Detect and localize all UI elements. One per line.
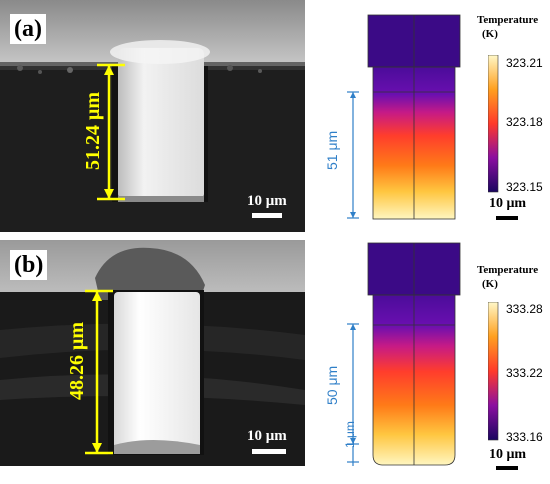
colorbar-a — [488, 55, 499, 193]
colorbar-b — [488, 302, 499, 441]
colorbar-min-b: 333.16 — [506, 430, 543, 444]
colorbar-unit-b: (K) — [482, 278, 498, 290]
simulation-b — [367, 242, 461, 466]
scale-label-a: 10 μm — [247, 193, 287, 209]
colorbar-max-a: 323.21 — [506, 56, 543, 70]
colorbar-max-b: 333.28 — [506, 302, 543, 316]
sem-image-b — [0, 240, 305, 466]
colorbar-min-a: 323.15 — [506, 180, 543, 194]
sem-drawing-a — [0, 0, 305, 232]
colorbar-mid-b: 333.22 — [506, 366, 543, 380]
depth-label-a: 51 μm — [324, 130, 340, 170]
colorbar-unit-a: (K) — [482, 28, 498, 40]
panel-a-label: (a) — [10, 14, 46, 44]
sem-drawing-b — [0, 240, 305, 466]
measurement-arrow-a — [97, 63, 125, 201]
measurement-label-b: 48.26 μm — [66, 322, 88, 400]
panel-b-label: (b) — [10, 250, 48, 280]
sem-image-a — [0, 0, 305, 232]
simulation-a — [367, 14, 461, 220]
scale-bar-a — [252, 213, 282, 218]
sim-scale-bar-a — [496, 216, 518, 220]
colorbar-title-a: Temperature — [477, 14, 539, 26]
scale-bar-b — [252, 449, 286, 454]
colorbar-title-b: Temperature — [477, 264, 539, 276]
colorbar-mid-a: 323.18 — [506, 115, 543, 129]
sim-scale-bar-b — [496, 466, 518, 470]
depth-small-label-b: 1 μm — [343, 421, 357, 448]
sim-scale-label-b: 10 μm — [489, 447, 527, 462]
depth-dimension-a — [347, 91, 359, 219]
measurement-label-a: 51.24 μm — [82, 92, 104, 170]
sim-scale-label-a: 10 μm — [489, 196, 527, 211]
depth-label-b: 50 μm — [324, 365, 340, 405]
depth-dimension-b — [347, 323, 359, 466]
scale-label-b: 10 μm — [247, 428, 287, 444]
measurement-arrow-b — [85, 289, 113, 455]
